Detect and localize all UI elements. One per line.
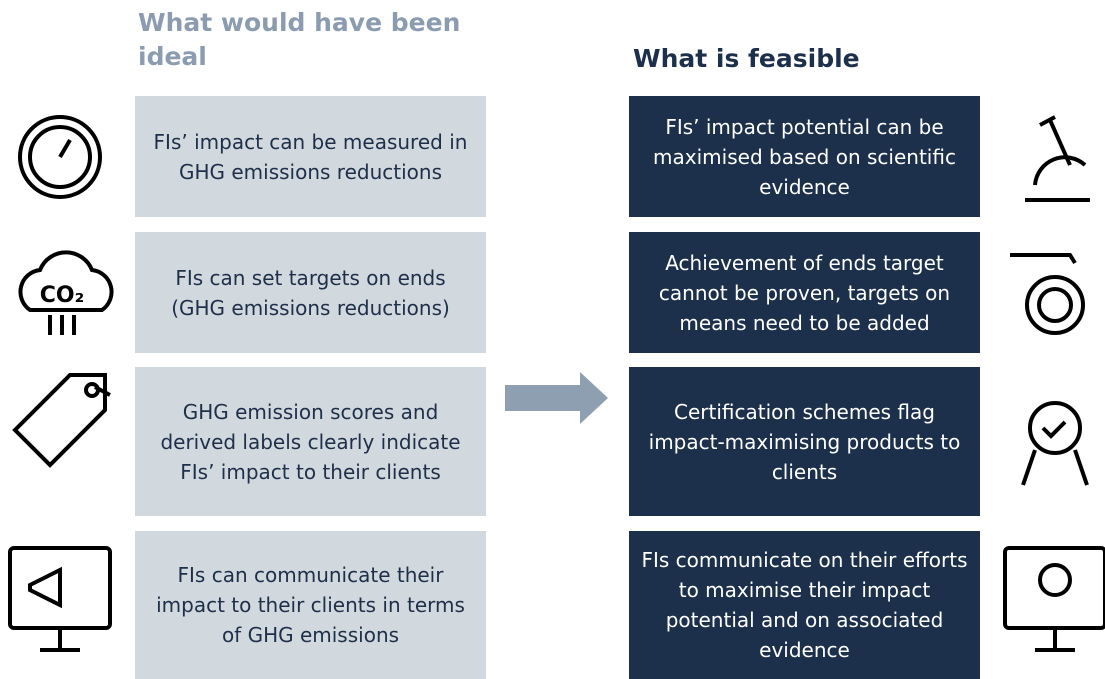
ideal-box: FIs’ impact can be measured in GHG emiss… [135, 96, 486, 217]
badge-icon [1021, 401, 1089, 486]
right-heading: What is feasible [633, 44, 860, 73]
microscope-icon [1025, 115, 1090, 202]
feasible-box: Certification schemes flag impact-maximi… [629, 367, 980, 516]
arrow [505, 372, 608, 424]
ideal-box: FIs can set targets on ends (GHG emissio… [135, 232, 486, 353]
feasible-box: FIs’ impact potential can be maximised b… [629, 96, 980, 217]
feasible-box: Achievement of ends target cannot be pro… [629, 232, 980, 353]
ideal-box: FIs can communicate their impact to thei… [135, 531, 486, 679]
co2-label: CO₂ [40, 283, 84, 308]
touch-icon [1010, 253, 1085, 335]
cert-monitor-icon [1003, 546, 1105, 652]
monitor-icon [8, 546, 112, 652]
ideal-box: GHG emission scores and derived labels c… [135, 367, 486, 516]
left-heading: What would have been ideal [138, 8, 461, 71]
feasible-box: FIs communicate on their efforts to maxi… [629, 531, 980, 679]
gauge-icon [18, 115, 102, 199]
co2-icon: CO₂ [18, 250, 114, 335]
tag-icon [12, 373, 111, 468]
